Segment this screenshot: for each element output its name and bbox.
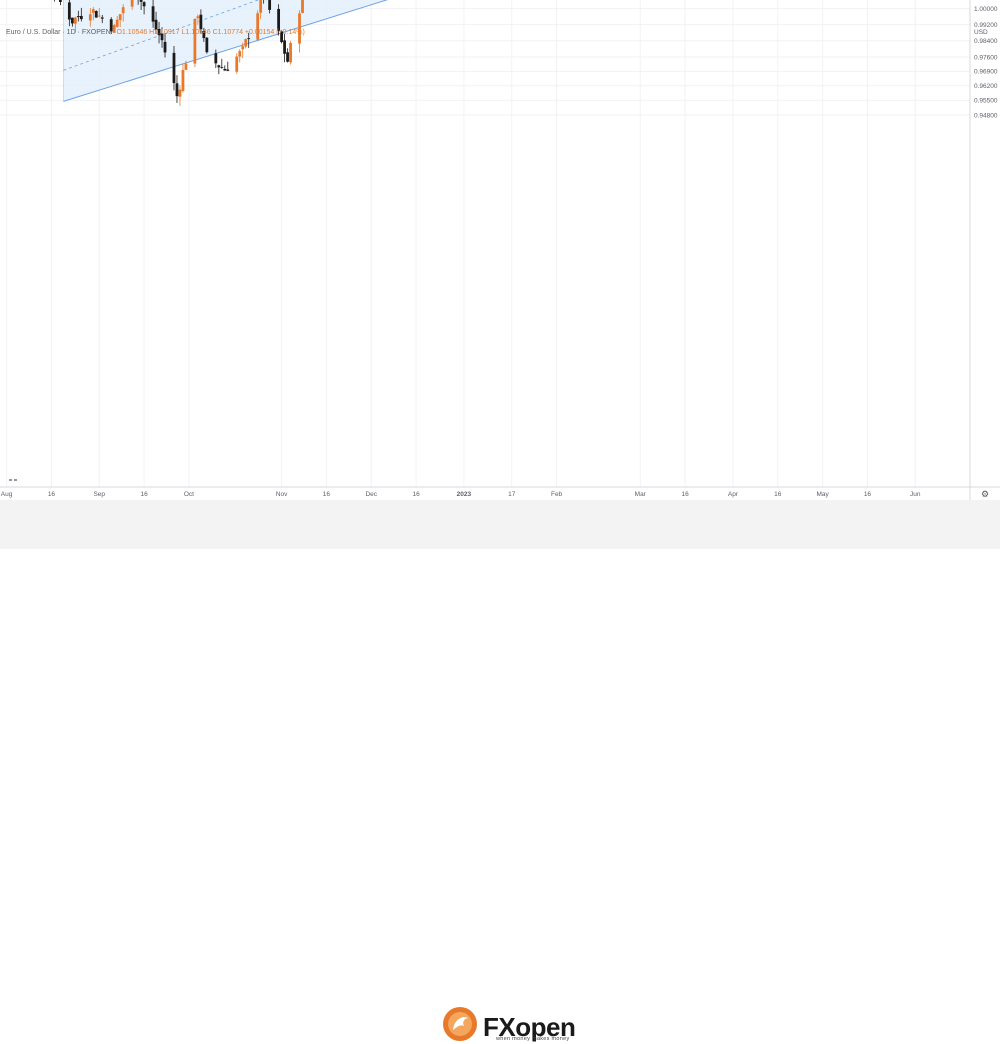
time-tick-label: 16 [774,491,782,498]
candle [226,62,229,71]
candle [59,0,62,5]
brand-tagline: when money makes money [496,1036,570,1042]
time-tick-label: Dec [365,491,377,498]
time-tick-label: 17 [508,491,516,498]
candle [179,85,182,106]
candle [235,53,238,73]
time-tick-label: 16 [864,491,872,498]
price-tick-label: 0.95500 [974,98,998,105]
time-tick-label: Mar [635,491,647,498]
fxopen-emblem-icon [440,1004,480,1044]
time-tick-label: Sep [93,491,105,498]
time-tick-label: 16 [681,491,689,498]
settings-gear-icon[interactable]: ⚙ [981,489,989,499]
chart-legend: Euro / U.S. Dollar · 1D · FXOPEN O1.1054… [6,29,305,36]
ohlc-values: O1.10546 H1.10917 L1.10546 C1.10774 +0.0… [116,29,304,36]
candle [53,0,56,2]
time-tick-label: 16 [140,491,148,498]
footer-logo-bar: FXopen when money makes money [0,500,1000,549]
time-tick-label: Jun [910,491,921,498]
price-tick-label: 0.98400 [974,38,998,45]
time-tick-label: 2023 [457,491,472,498]
price-tick-label: 0.99200 [974,22,998,29]
overlays: 1.110001.10774⚙ [0,0,1000,499]
time-tick-label: 16 [323,491,331,498]
candlestick-chart[interactable]: 1.110001.10774⚙ USD1.160001.150001.14000… [0,0,1000,500]
candle [176,75,179,103]
candle [256,10,259,41]
candle [182,64,185,93]
candle [283,34,286,63]
time-tick-label: Aug [1,491,13,498]
price-axis: USD1.160001.150001.140001.130001.120001.… [970,0,998,500]
time-axis: Aug 16 Sep 16 Oct Nov 16 Dec 16 2023 17 Feb Mar 16 Apr… [0,487,1000,498]
price-tick-label: 0.96900 [974,69,998,76]
price-tick-label: 0.96200 [974,83,998,90]
time-tick-label: Apr [728,491,739,498]
time-tick-label: Feb [551,491,563,498]
price-tick-label: 1.00000 [974,6,998,13]
candle [289,41,292,65]
time-tick-label: May [816,491,829,498]
price-tick-label: 0.94800 [974,112,998,119]
price-axis-unit: USD [974,29,988,36]
time-tick-label: 16 [48,491,56,498]
price-tick-label: 0.97600 [974,54,998,61]
candle [238,49,241,62]
candle [223,65,226,70]
candle [220,59,223,69]
candle [244,38,247,48]
candle [286,48,289,62]
time-tick-label: Nov [276,491,288,498]
candle [205,37,208,54]
candle [95,10,98,17]
candle [194,18,197,67]
candle [301,0,304,13]
candle [217,65,220,74]
time-tick-label: Oct [184,491,194,498]
time-tick-label: 16 [412,491,420,498]
symbol-title: Euro / U.S. Dollar · 1D · FXOPEN [6,29,111,36]
